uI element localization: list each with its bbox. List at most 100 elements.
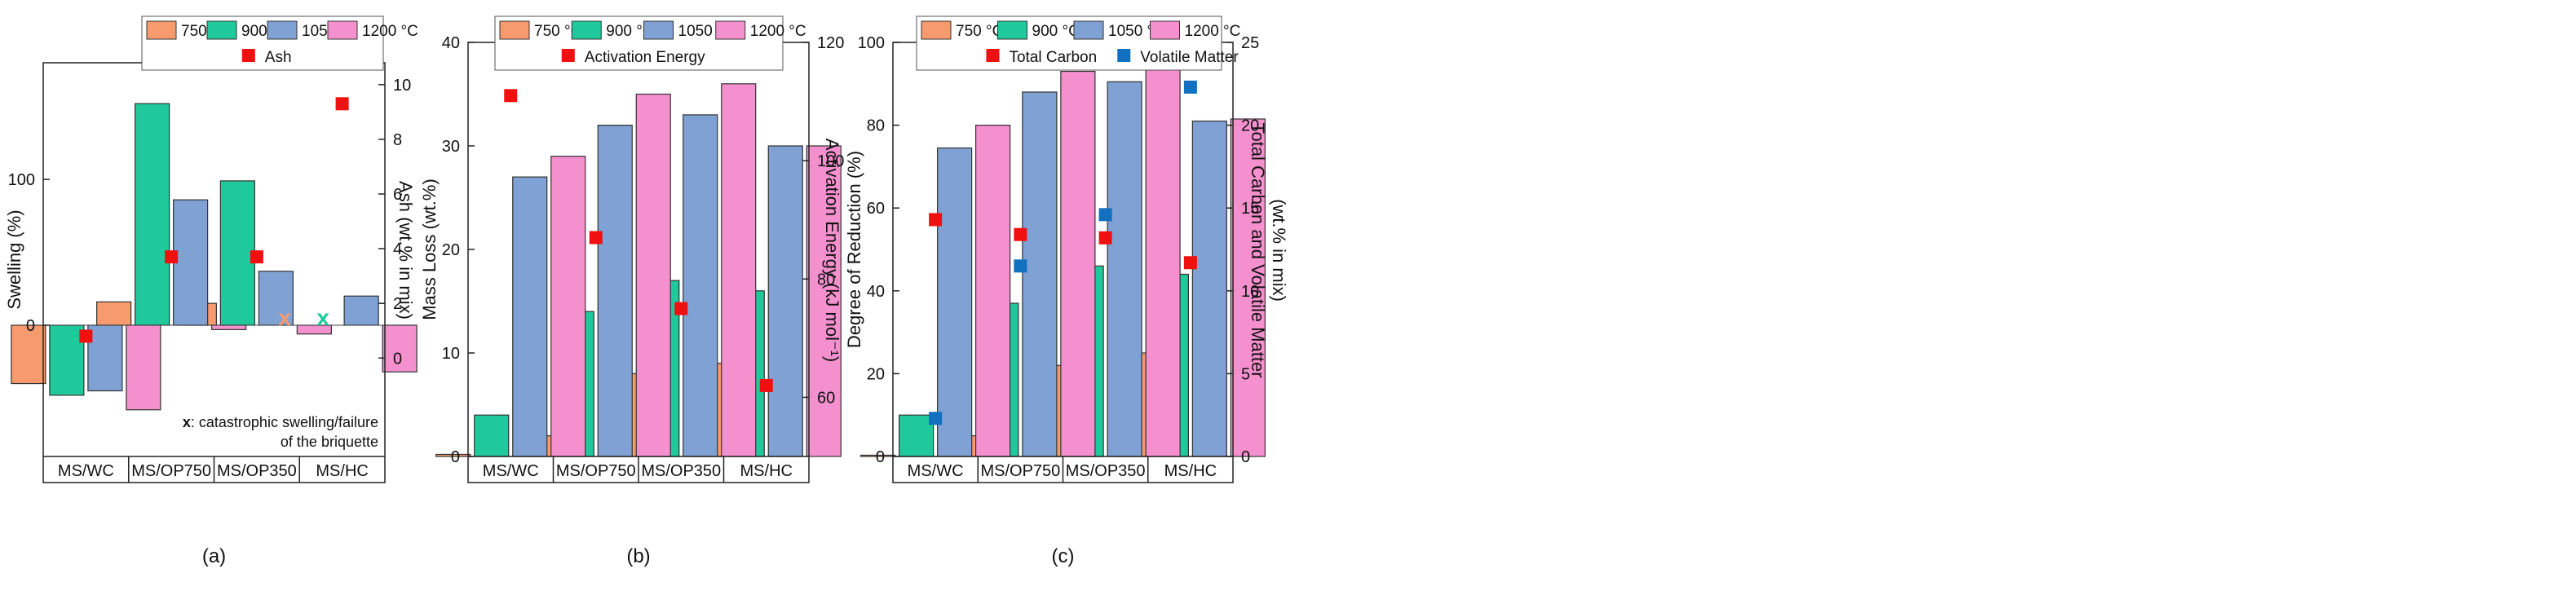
panel-label: (a) bbox=[202, 545, 226, 567]
y-tick-label: 10 bbox=[442, 345, 460, 363]
total-carbon-marker bbox=[929, 213, 943, 227]
y-tick-label: 0 bbox=[451, 448, 460, 466]
bar-ms-wc-900 bbox=[474, 414, 510, 457]
volatile-matter-marker bbox=[929, 412, 943, 425]
y-tick-label: 0 bbox=[876, 448, 885, 466]
y2-tick-label: 0 bbox=[1241, 448, 1250, 466]
y2-tick-label: 6 bbox=[393, 186, 402, 204]
legend-label: 1200 °C bbox=[362, 23, 418, 40]
bar-ms-op750-750 bbox=[96, 301, 132, 326]
y-tick-label: 40 bbox=[867, 283, 885, 301]
legend-label: 750 °C bbox=[956, 23, 1003, 40]
category-label: MS/OP350 bbox=[641, 462, 721, 480]
y-tick-label: 40 bbox=[442, 34, 460, 52]
y2-tick-label: 60 bbox=[817, 389, 835, 407]
y-axis-label: Degree of Reduction (%) bbox=[844, 151, 864, 348]
bar-ms-wc-750 bbox=[11, 324, 46, 385]
total-carbon-marker bbox=[1014, 227, 1027, 241]
ash-marker bbox=[250, 250, 263, 264]
ash-marker bbox=[335, 97, 349, 111]
legend-marker bbox=[241, 49, 255, 62]
bar-ms-op750-900 bbox=[135, 103, 170, 326]
bar-ms-wc-1200 bbox=[975, 125, 1011, 457]
legend-label: 900 °C bbox=[1032, 23, 1080, 40]
volatile-matter-marker bbox=[1183, 80, 1197, 94]
bar-ms-op350-1050 bbox=[683, 114, 718, 457]
annotation-line1: x: catastrophic swelling/failure bbox=[183, 414, 378, 430]
y-tick-label: 30 bbox=[442, 138, 460, 156]
bar-ms-op750-1200 bbox=[211, 324, 247, 330]
category-label: MS/OP350 bbox=[217, 462, 297, 480]
y-axis-label: Swelling (%) bbox=[4, 209, 24, 309]
catastrophic-failure-marker: x bbox=[278, 305, 291, 330]
category-label: MS/WC bbox=[908, 462, 964, 480]
bar-ms-hc-1050 bbox=[1191, 120, 1227, 457]
bar-ms-wc-1050 bbox=[87, 324, 123, 392]
ash-marker bbox=[165, 250, 179, 264]
legend-swatch bbox=[1073, 20, 1104, 40]
y2-tick-label: 80 bbox=[817, 271, 835, 289]
bar-ms-wc-1200 bbox=[550, 156, 586, 457]
legend-marker bbox=[986, 49, 1000, 62]
legend-label: Ash bbox=[265, 49, 292, 66]
legend-swatch bbox=[921, 20, 952, 40]
y2-tick-label: 10 bbox=[1241, 283, 1259, 301]
panel-label: (c) bbox=[1052, 545, 1075, 567]
legend-label: Activation Energy bbox=[585, 49, 705, 66]
bar-ms-wc-1050 bbox=[937, 147, 973, 457]
annotation-line2: of the briquette bbox=[281, 434, 378, 450]
y-axis-label: Mass Loss (wt.%) bbox=[419, 179, 440, 320]
y2-tick-label: 15 bbox=[1241, 200, 1259, 218]
y-tick-label: 80 bbox=[867, 117, 885, 135]
bar-ms-op350-1200 bbox=[721, 83, 757, 457]
legend-label: 750 °C bbox=[534, 23, 581, 40]
y-tick-label: 20 bbox=[442, 241, 460, 259]
y2-tick-label: 4 bbox=[393, 240, 402, 258]
y2-axis-label: Ash (wt.% in mix) bbox=[395, 181, 416, 320]
category-label: MS/WC bbox=[58, 462, 114, 480]
y2-tick-label: 5 bbox=[1241, 365, 1250, 383]
chart-panel-b: MS/WC MS/OP750 MS/OP350 MS/HC 0 10 20 30 40 60 80 1… bbox=[419, 15, 844, 567]
legend-swatch bbox=[499, 20, 530, 40]
bar-ms-wc-1200 bbox=[126, 324, 161, 411]
y-tick-label: 20 bbox=[867, 365, 885, 383]
bar-ms-wc-750 bbox=[860, 454, 896, 457]
category-label: MS/OP750 bbox=[980, 462, 1060, 480]
y2-axis-label-line2: (wt.% in mix) bbox=[1269, 199, 1289, 302]
y-tick-label: 100 bbox=[858, 34, 885, 52]
bar-ms-op350-900 bbox=[219, 180, 255, 326]
legend-marker bbox=[561, 49, 575, 62]
total-carbon-marker bbox=[1183, 256, 1197, 270]
legend-swatch bbox=[206, 20, 237, 40]
legend-label: 1200 °C bbox=[1185, 23, 1241, 40]
legend-marker bbox=[1117, 49, 1131, 62]
chart-panel-a: x xMS/WC MS/OP750 MS/OP350 MS/HC01000246810S… bbox=[4, 15, 418, 567]
activation-energy-marker bbox=[504, 89, 518, 103]
chart-panel-c: MS/WC MS/OP750 MS/OP350 MS/HC 0 20 40 60 80 100 0 5… bbox=[844, 15, 1289, 567]
category-label: MS/HC bbox=[316, 462, 368, 480]
y2-axis-label: Activation Energy (kJ mol⁻¹) bbox=[822, 139, 842, 362]
bar-ms-wc-1050 bbox=[512, 176, 548, 457]
category-label: MS/OP350 bbox=[1066, 462, 1146, 480]
legend-label: Total Carbon bbox=[1009, 49, 1097, 66]
bar-ms-wc-900 bbox=[49, 324, 85, 396]
category-label: MS/OP750 bbox=[556, 462, 636, 480]
y2-axis-label-line1: Total Carbon and Volatile Matter bbox=[1248, 122, 1268, 377]
y2-tick-label: 8 bbox=[393, 131, 402, 149]
bar-ms-wc-750 bbox=[435, 453, 471, 457]
legend-swatch bbox=[571, 20, 602, 40]
bar-ms-op750-1050 bbox=[1022, 91, 1058, 457]
legend-label: Volatile Matter bbox=[1140, 49, 1239, 66]
y2-tick-label: 10 bbox=[393, 77, 411, 95]
category-label: MS/OP750 bbox=[131, 462, 211, 480]
bar-ms-op750-1050 bbox=[173, 199, 209, 326]
volatile-matter-marker bbox=[1098, 208, 1112, 222]
y-tick-label: 0 bbox=[26, 317, 35, 335]
ash-marker bbox=[79, 329, 93, 343]
bar-ms-hc-1200 bbox=[1230, 118, 1266, 457]
catastrophic-failure-marker: x bbox=[316, 305, 329, 330]
